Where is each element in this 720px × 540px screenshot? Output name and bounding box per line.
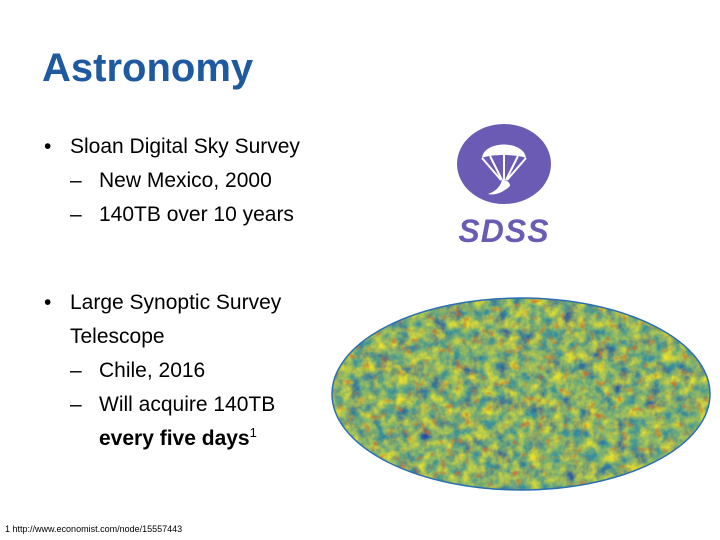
footnote-ref: 1 xyxy=(249,425,257,440)
footnote-number: 1 xyxy=(5,524,11,534)
sub-bullet-text: 140TB over 10 years xyxy=(99,203,294,226)
sub-bullet: – 140TB over 10 years xyxy=(44,198,364,232)
sdss-logo-icon: SDSS xyxy=(454,122,554,248)
sub-bullet-text: Will acquire 140TB xyxy=(99,393,276,416)
bullet-list: • Sloan Digital Sky Survey – New Mexico,… xyxy=(44,130,364,456)
sub-bullet: – New Mexico, 2000 xyxy=(44,164,364,198)
sub-bullet: – Will acquire 140TB xyxy=(44,388,364,422)
slide-title: Astronomy xyxy=(42,46,254,90)
dash-glyph: – xyxy=(70,359,82,382)
dash-glyph: – xyxy=(70,393,82,416)
sub-bullet-emphasis: every five days xyxy=(99,427,250,450)
bullet-text: Sloan Digital Sky Survey xyxy=(70,135,300,158)
bullet-text-line2: Telescope xyxy=(70,325,165,348)
dash-glyph: – xyxy=(70,169,82,192)
sky-map-image xyxy=(331,297,711,491)
bullet-glyph: • xyxy=(44,135,52,158)
footnote: 1 http://www.economist.com/node/15557443 xyxy=(5,524,182,535)
sub-bullet-continuation: every five days1 xyxy=(44,422,364,456)
sub-bullet: – Chile, 2016 xyxy=(44,354,364,388)
dash-glyph: – xyxy=(70,203,82,226)
bullet-text-line1: Large Synoptic Survey xyxy=(70,291,282,314)
bullet-glyph: • xyxy=(44,291,52,314)
sdss-logo-text: SDSS xyxy=(458,213,549,248)
bullet-text: Large Synoptic Survey Telescope xyxy=(70,286,364,354)
sub-bullet-text: Chile, 2016 xyxy=(99,359,206,382)
bullet-lsst: • Large Synoptic Survey Telescope xyxy=(44,286,364,354)
footnote-url: http://www.economist.com/node/15557443 xyxy=(12,524,183,534)
sub-bullet-text: New Mexico, 2000 xyxy=(99,169,272,192)
bullet-sdss: • Sloan Digital Sky Survey xyxy=(44,130,364,164)
